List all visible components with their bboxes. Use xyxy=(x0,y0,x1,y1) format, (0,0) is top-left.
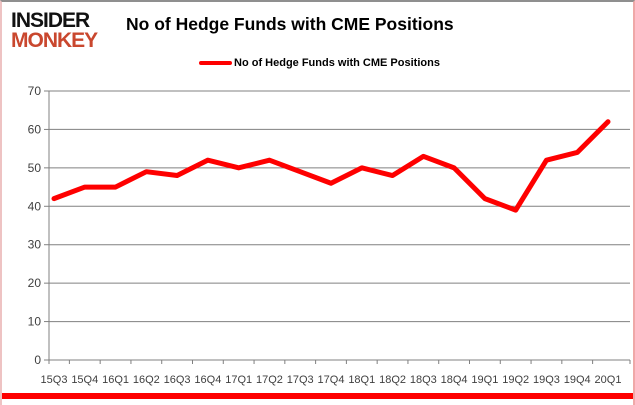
legend-line-marker xyxy=(199,60,232,65)
legend-label: No of Hedge Funds with CME Positions xyxy=(234,56,440,69)
x-axis-label-18Q3: 18Q3 xyxy=(410,374,437,386)
y-axis-label-0: 0 xyxy=(34,353,41,367)
bottom-red-divider xyxy=(2,393,633,399)
x-axis-label-17Q2: 17Q2 xyxy=(256,374,283,386)
x-axis-label-17Q4: 17Q4 xyxy=(318,374,345,386)
logo-line-monkey: MONKEY xyxy=(11,28,98,52)
x-axis-label-19Q3: 19Q3 xyxy=(533,374,560,386)
y-axis-label-70: 70 xyxy=(28,84,42,98)
x-axis-label-15Q4: 15Q4 xyxy=(71,374,98,386)
insider-monkey-logo: INSIDER MONKEY xyxy=(11,9,98,52)
x-axis-label-18Q4: 18Q4 xyxy=(441,374,468,386)
y-axis-label-40: 40 xyxy=(28,199,42,213)
x-axis-label-15Q3: 15Q3 xyxy=(41,374,68,386)
axis-labels: 0 10 20 30 40 50 60 70 15Q3 15Q4 16Q1 16Q2 16Q3 16Q4 1… xyxy=(28,84,622,386)
y-axis-label-10: 10 xyxy=(28,315,42,329)
x-axis-label-20Q1: 20Q1 xyxy=(595,374,622,386)
x-axis-label-19Q4: 19Q4 xyxy=(564,374,591,386)
x-axis-label-19Q2: 19Q2 xyxy=(502,374,529,386)
x-axis-label-16Q1: 16Q1 xyxy=(102,374,129,386)
chart-title: No of Hedge Funds with CME Positions xyxy=(126,14,454,34)
x-axis-label-18Q1: 18Q1 xyxy=(348,374,375,386)
x-axis-label-18Q2: 18Q2 xyxy=(379,374,406,386)
y-axis-label-50: 50 xyxy=(28,161,42,175)
gridlines xyxy=(49,90,630,361)
x-axis-label-16Q3: 16Q3 xyxy=(164,374,191,386)
y-axis-label-60: 60 xyxy=(28,122,42,136)
x-axis-label-17Q1: 17Q1 xyxy=(225,374,252,386)
x-axis-label-19Q1: 19Q1 xyxy=(471,374,498,386)
logo-line-insider: INSIDER xyxy=(11,9,90,32)
x-axis-label-16Q4: 16Q4 xyxy=(194,374,221,386)
legend: No of Hedge Funds with CME Positions xyxy=(199,55,440,70)
x-axis-label-16Q2: 16Q2 xyxy=(133,374,160,386)
y-axis-label-30: 30 xyxy=(28,238,42,252)
x-axis-label-17Q3: 17Q3 xyxy=(287,374,314,386)
series-line-hedge-funds xyxy=(51,119,611,213)
y-axis-label-20: 20 xyxy=(28,276,42,290)
axes xyxy=(44,90,631,364)
